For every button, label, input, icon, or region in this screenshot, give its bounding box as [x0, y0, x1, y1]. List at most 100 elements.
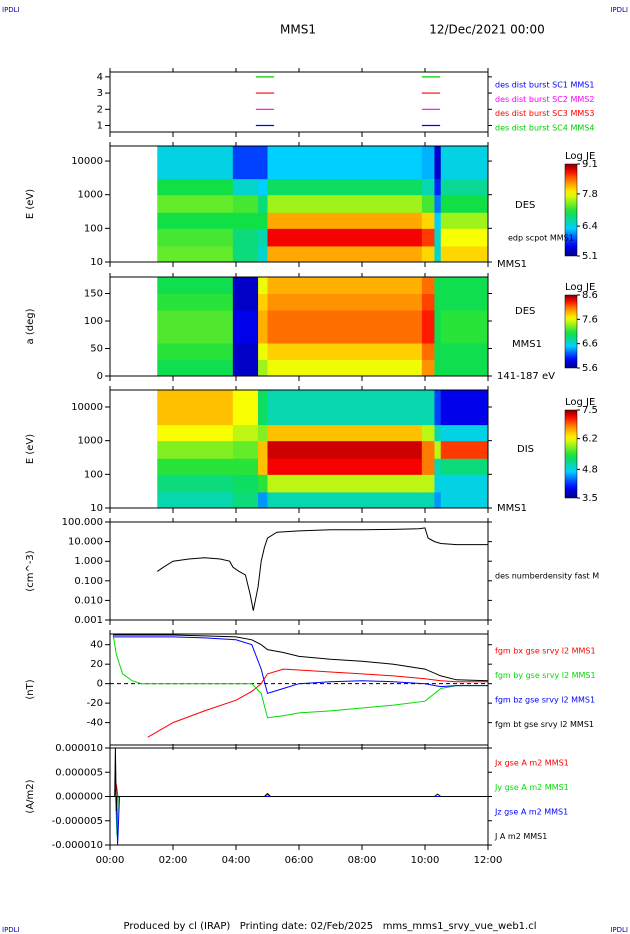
y-tick-label: -40 [87, 718, 103, 729]
spectrogram-cell [258, 310, 268, 344]
spectrogram-cell [267, 194, 423, 213]
y-tick-label: 100 [84, 223, 103, 234]
spectrogram-cell [267, 440, 423, 459]
spectrogram-cell [434, 390, 442, 426]
x-tick-label: 10:00 [411, 855, 440, 866]
spectrogram-cell [157, 310, 234, 344]
legend-entry: Jy gse A m2 MMS1 [494, 783, 569, 792]
spectrogram-cell [421, 146, 435, 180]
spectrogram-cell [440, 390, 488, 426]
colorbar-tick-label: 7.8 [582, 189, 598, 200]
spectrogram-cell [267, 343, 423, 360]
colorbar [564, 294, 578, 369]
spectrogram-cell [267, 390, 423, 426]
y-tick-label: 10 [90, 503, 103, 514]
spectrogram-cell [421, 293, 435, 311]
spectrogram-cell [232, 293, 259, 311]
y-axis-label: (nT) [25, 679, 36, 699]
colorbar-tick-label: 8.6 [582, 290, 598, 301]
data-line [110, 796, 488, 845]
spectrogram-cell [267, 293, 423, 311]
spectrogram-cell [258, 390, 268, 426]
y-axis-label: (A/m2) [25, 779, 36, 813]
spectrogram-cell [267, 178, 423, 196]
y-tick-label: 0 [97, 679, 103, 690]
spectrogram-cell [157, 440, 234, 459]
colorbar-tick-label: 5.6 [582, 363, 598, 374]
colorbar-tick-label: 7.5 [582, 405, 598, 416]
panel [157, 277, 488, 376]
spectrogram-cell [440, 277, 488, 294]
spectrogram-cell [157, 390, 234, 426]
y-tick-label: 100 [84, 469, 103, 480]
y-tick-label: 0.100 [74, 576, 103, 587]
y-tick-label: 20 [90, 659, 103, 670]
spectrogram-cell [440, 359, 488, 376]
spectrogram-cell [434, 424, 442, 442]
spectrogram-cell [434, 474, 442, 493]
spectrogram-cell [434, 310, 442, 344]
spectrogram-cell [267, 458, 423, 475]
y-axis-label: a (deg) [25, 308, 36, 344]
legend-entry: des dist burst SC1 MMS1 [495, 81, 594, 90]
corner-label: IPDLI [2, 926, 20, 934]
spectrogram-cell [232, 390, 259, 426]
y-tick-label: 1000 [78, 190, 103, 201]
spectrogram-cell [258, 424, 268, 442]
panel-label: 141-187 eV [497, 371, 555, 382]
spectrogram-cell [421, 245, 435, 262]
spectrogram-cell [232, 146, 259, 180]
spectrogram-cell [421, 228, 435, 247]
colorbar-title: Log JE [565, 282, 595, 293]
spectrogram-cell [232, 310, 259, 344]
spectrogram-cell [232, 212, 259, 229]
colorbar [564, 409, 578, 499]
date: 12/Dec/2021 00:00 [429, 23, 545, 37]
spectrogram-cell [157, 277, 234, 294]
x-tick-label: 08:00 [348, 855, 377, 866]
spectrogram-cell [434, 491, 442, 508]
y-tick-label: 0.001 [74, 615, 103, 626]
spectrogram-cell [267, 424, 423, 442]
data-line [110, 796, 488, 836]
spectrogram-cell [232, 178, 259, 196]
spectrogram-cell [421, 458, 435, 475]
spectrogram-cell [434, 146, 442, 180]
spectrogram-cell [440, 310, 488, 344]
y-tick-label: 10000 [71, 156, 103, 167]
spectrogram-cell [258, 491, 268, 508]
spectrogram-cell [258, 293, 268, 311]
spectrogram-cell [440, 194, 488, 213]
spectrogram-cell [157, 424, 234, 442]
spectrogram-cell [267, 212, 423, 229]
spectrogram-cell [232, 474, 259, 493]
legend-entry: des dist burst SC2 MMS2 [495, 95, 594, 104]
spectrogram-cell [258, 245, 268, 262]
spectrogram-cell [267, 491, 423, 508]
y-tick-label: -0.000005 [52, 816, 103, 827]
colorbar-tick-label: 6.2 [582, 434, 598, 445]
colorbar-title: Log JE [565, 151, 595, 162]
spectrogram-cell [157, 474, 234, 493]
y-tick-label: 4 [97, 72, 103, 83]
spectrogram-cell [434, 293, 442, 311]
y-tick-label: 10 [90, 257, 103, 268]
spectrogram-cell [232, 424, 259, 442]
y-tick-label: 1.000 [74, 556, 103, 567]
spectrogram-cell [157, 491, 234, 508]
y-tick-label: 0 [97, 371, 103, 382]
spectrogram-cell [434, 212, 442, 229]
y-tick-label: 0.000010 [55, 743, 103, 754]
y-tick-label: 3 [97, 88, 103, 99]
corner-label: IPDLI [610, 6, 628, 14]
panel-label: MMS1 [497, 503, 527, 514]
spectrogram-cell [267, 310, 423, 344]
spectrogram-cell [440, 424, 488, 442]
spectrogram-cell [157, 245, 234, 262]
panel [157, 146, 488, 262]
y-tick-label: 100.000 [62, 517, 103, 528]
panel-label: DES [515, 200, 535, 211]
spectrogram-cell [421, 310, 435, 344]
y-tick-label: 150 [84, 289, 103, 300]
spectrogram-cell [440, 440, 488, 459]
